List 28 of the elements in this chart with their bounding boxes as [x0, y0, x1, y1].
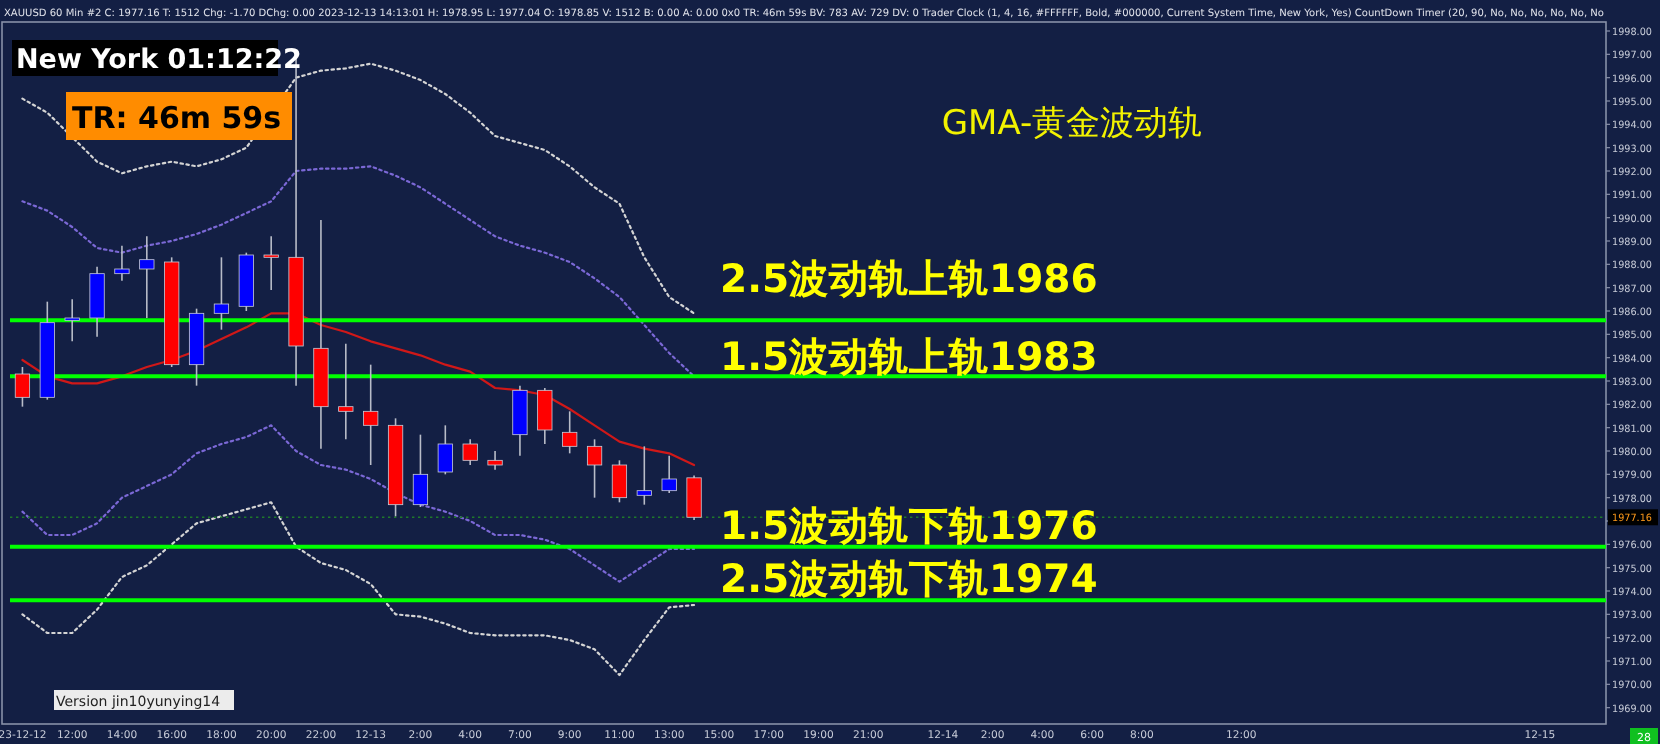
- candlestick: [512, 384, 528, 457]
- candlestick: [263, 235, 279, 291]
- annotation: New York 01:12:22: [16, 44, 302, 76]
- candlestick: [611, 459, 628, 504]
- candlestick: [586, 438, 603, 499]
- candlestick: [537, 387, 553, 445]
- candlestick: [139, 235, 155, 319]
- candlestick: [686, 474, 702, 521]
- text: GMA-黄金波动轨: [941, 104, 1203, 144]
- candlestick: [363, 363, 379, 466]
- ref-line-label: 2.5波动轨下轨1974: [720, 556, 1098, 603]
- candlestick: [462, 438, 478, 466]
- candlestick: [114, 244, 130, 282]
- ref-line-label: 1.5波动轨上轨1983: [720, 334, 1098, 381]
- candlestick: [338, 342, 354, 441]
- candlestick: [412, 433, 429, 508]
- ref-line-label: 1.5波动轨下轨1976: [720, 502, 1098, 549]
- candlestick: [437, 424, 453, 476]
- candlestick: [636, 445, 652, 506]
- candlestick: [487, 450, 503, 471]
- candlestick: [64, 298, 80, 343]
- candlestick: [661, 454, 677, 494]
- candlestick: [562, 410, 578, 455]
- ref-line-label: 2.5波动轨上轨1986: [720, 256, 1098, 303]
- candlestick: [89, 265, 105, 338]
- candlestick: [213, 256, 230, 331]
- annotation: TR: 46m 59s: [72, 100, 282, 136]
- candlestick: [14, 366, 31, 408]
